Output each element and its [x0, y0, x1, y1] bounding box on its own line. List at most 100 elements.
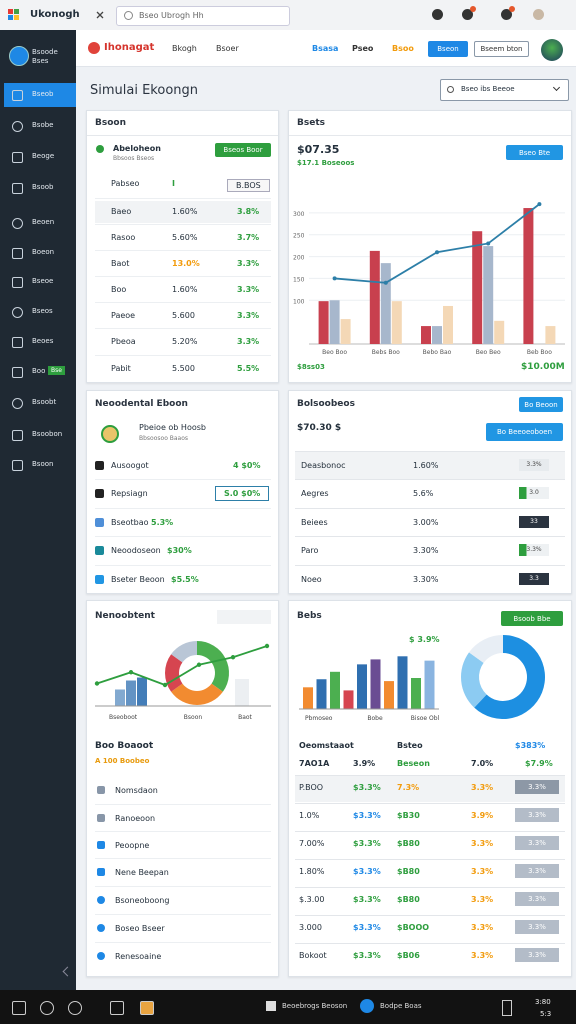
sidebar-item[interactable]: Boo Bse [4, 360, 76, 384]
balance-panel: Bolsoobeos Bo Beoon $70.30 $ Bo Beeoeoboen D… [288, 390, 572, 594]
header-outline-button[interactable]: Bseem bton [474, 41, 529, 57]
sidebar-item[interactable]: Beoen [4, 211, 76, 235]
x-tick-label: Bobe [367, 715, 383, 722]
row-label: Bseotbao [111, 518, 149, 527]
taskbar-icon[interactable] [140, 1001, 154, 1015]
header-button[interactable]: Bseon [428, 41, 468, 57]
toolbar-icon[interactable] [501, 9, 512, 20]
row-divider [95, 536, 271, 537]
tab-title: Ukonogh [30, 9, 80, 20]
toolbar-icon[interactable] [462, 9, 473, 20]
placeholder-bar [217, 610, 271, 624]
sidebar-label: Beoes [32, 337, 54, 345]
row-divider [95, 886, 271, 887]
taskbar-icon[interactable] [110, 1001, 124, 1015]
taskbar-app-icon[interactable] [360, 999, 374, 1013]
sidebar-item[interactable]: Bsobe [4, 114, 76, 138]
sidebar-item[interactable]: Bsoon [4, 453, 76, 477]
nav-link[interactable]: Bsoer [216, 44, 239, 53]
sidebar-item[interactable]: Beoge [4, 145, 76, 169]
row-badge: 3.3% [515, 920, 559, 934]
sidebar-logo [9, 46, 29, 66]
toolbar-icon[interactable] [533, 9, 544, 20]
app-logo [8, 15, 13, 20]
row-label: Pabit [111, 364, 131, 373]
sidebar-item[interactable]: Bsoobt [4, 391, 76, 415]
x-tick-label: Pbmoseo [305, 715, 333, 722]
sidebar-item[interactable]: Boeon [4, 241, 76, 265]
sidebar-item[interactable]: Bsoob [4, 176, 76, 200]
donut-slice [469, 635, 503, 663]
sidebar-item[interactable]: Bseos [4, 300, 76, 324]
trend-line [96, 645, 268, 686]
filter-select[interactable]: Bseo ibs Beeoe [440, 79, 569, 101]
row-icon [95, 489, 104, 498]
section-note: A 100 Boobeo [95, 757, 150, 765]
bar [494, 320, 505, 344]
sidebar-item[interactable]: Bseob [4, 83, 76, 107]
row-badge: 3.3% [519, 544, 549, 556]
panel-button[interactable]: Bsoob Bbe [501, 611, 563, 626]
search-text: Bseo Ubrogh Hh [139, 11, 204, 20]
sidebar-icon [12, 90, 23, 101]
trend-panel: Nenoobtent Bseoboot Bsoon Baot Boo Boaoot A 1… [86, 600, 279, 977]
header-link[interactable]: Bsoo [392, 44, 414, 53]
panel-button[interactable]: Bseo Bte [506, 145, 563, 160]
row-badge: 3.3 [519, 573, 549, 585]
row-divider [95, 276, 271, 277]
row-label: Ausoogot [111, 461, 149, 470]
sidebar-item[interactable]: Beoes [4, 330, 76, 354]
taskbar-app-icon[interactable] [266, 1001, 276, 1011]
search-box[interactable]: Bseo Ubrogh Hh [116, 6, 290, 26]
row-divider [95, 508, 271, 509]
app-logo [14, 15, 19, 20]
line-point [537, 202, 542, 207]
header-link[interactable]: Bsasa [312, 44, 339, 53]
brand-name: Ihonagat [104, 42, 155, 53]
row-box [295, 887, 565, 914]
taskbar-icon[interactable] [40, 1001, 54, 1015]
panel-title: Bsets [297, 118, 325, 128]
taskbar-item: Beoebrogs Beoson [282, 1002, 348, 1010]
x-tick-label: Bebs Boo [372, 349, 400, 356]
row-badge: 33 [519, 516, 549, 528]
bar [330, 671, 340, 709]
row-pct: 3.3% [237, 259, 260, 268]
taskbar-tray-icon[interactable] [502, 1000, 512, 1016]
table-cell: $3.3% [353, 923, 381, 932]
nav-link[interactable]: Bkogh [172, 44, 197, 53]
header-link[interactable]: Pseo [352, 44, 374, 53]
sidebar-item[interactable]: Bsoobon [4, 423, 76, 447]
panel-button[interactable]: Bseos Boor [215, 143, 271, 157]
taskbar-icon[interactable] [12, 1001, 26, 1015]
table-cell: $3.3% [353, 951, 381, 960]
rates-panel: Bebs Bsoob Bbe $ 3.9% Pbmoseo Bobe Bisoe Obl O… [288, 600, 572, 977]
list-item: Nene Beepan [115, 868, 169, 877]
sidebar-item[interactable]: Bseoe [4, 270, 76, 294]
table-subheader: 3.9% [353, 759, 376, 768]
line-point [230, 655, 236, 660]
sidebar-icon [12, 307, 23, 318]
sidebar-label: Bsoob [32, 183, 54, 191]
table-cell: 7.00% [299, 839, 325, 848]
bar [370, 659, 381, 709]
list-icon [97, 814, 105, 822]
panel-button[interactable]: Bo Beeoeoboen [486, 423, 563, 441]
donut-slice [461, 652, 487, 708]
toolbar-icon[interactable] [432, 9, 443, 20]
x-tick-label: Bseoboot [109, 714, 138, 721]
bar [126, 680, 136, 706]
table-cell: $B80 [397, 895, 420, 904]
table-cell: 3.3% [471, 783, 494, 792]
panel-button[interactable]: Bo Beoon [519, 397, 563, 412]
row-box [295, 479, 565, 508]
list-item: Nomsdaon [115, 786, 158, 795]
row-pct: 3.8% [237, 207, 260, 216]
sidebar-icon [12, 152, 23, 163]
taskbar-icon[interactable] [68, 1001, 82, 1015]
row-value: 4 $0% [233, 461, 261, 470]
list-icon [97, 841, 105, 849]
table-subheader: 7AO1A [299, 759, 330, 768]
row-label: Aegres [301, 489, 329, 498]
